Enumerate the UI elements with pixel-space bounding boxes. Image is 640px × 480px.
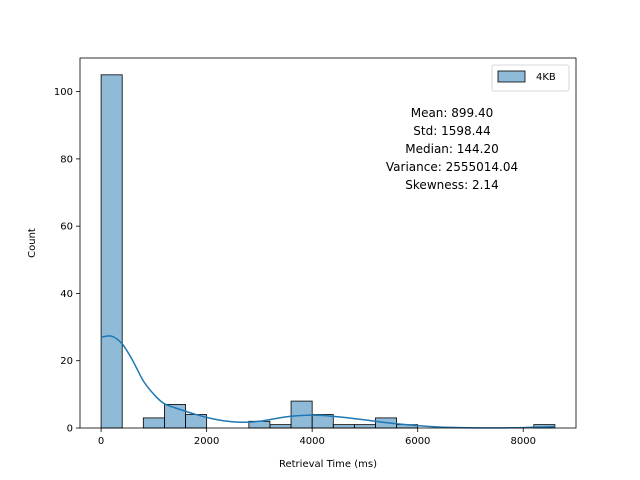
x-tick-label-2000: 2000 <box>194 436 219 447</box>
histogram-bars <box>100 74 556 429</box>
plot-frame <box>79 57 577 429</box>
legend-label: 4KB <box>536 72 556 83</box>
histogram-bar-8 <box>332 424 355 429</box>
stats-std: Std: 1598.44 <box>413 124 490 138</box>
stats-annotation: Mean: 899.40 Std: 1598.44 Median: 144.20… <box>386 106 518 192</box>
x-axis-ticks: 0 2000 4000 6000 8000 <box>98 428 536 447</box>
stats-skewness: Skewness: 2.14 <box>405 178 498 192</box>
y-tick-label-20: 20 <box>60 356 73 367</box>
stats-mean: Mean: 899.40 <box>411 106 494 120</box>
legend-swatch <box>497 70 526 83</box>
legend: 4KB <box>491 64 570 92</box>
y-tick-label-0: 0 <box>67 424 73 435</box>
stats-variance: Variance: 2555014.04 <box>386 160 518 174</box>
y-tick-label-60: 60 <box>60 222 73 233</box>
y-axis-ticks: 0 20 40 60 80 100 <box>54 87 80 435</box>
y-tick-label-100: 100 <box>54 87 73 98</box>
x-tick-label-6000: 6000 <box>405 436 430 447</box>
histogram-bar-9 <box>353 424 376 429</box>
y-axis-label: Count <box>27 228 38 258</box>
histogram-bar-0 <box>100 74 123 429</box>
x-tick-label-4000: 4000 <box>299 436 324 447</box>
y-tick-label-80: 80 <box>60 154 73 165</box>
y-tick-label-40: 40 <box>60 289 73 300</box>
histogram-bar-5 <box>269 424 292 429</box>
x-axis-label: Retrieval Time (ms) <box>279 459 377 470</box>
stats-median: Median: 144.20 <box>405 142 499 156</box>
x-tick-label-0: 0 <box>98 436 104 447</box>
histogram-bar-1 <box>142 417 165 429</box>
x-tick-label-8000: 8000 <box>511 436 536 447</box>
